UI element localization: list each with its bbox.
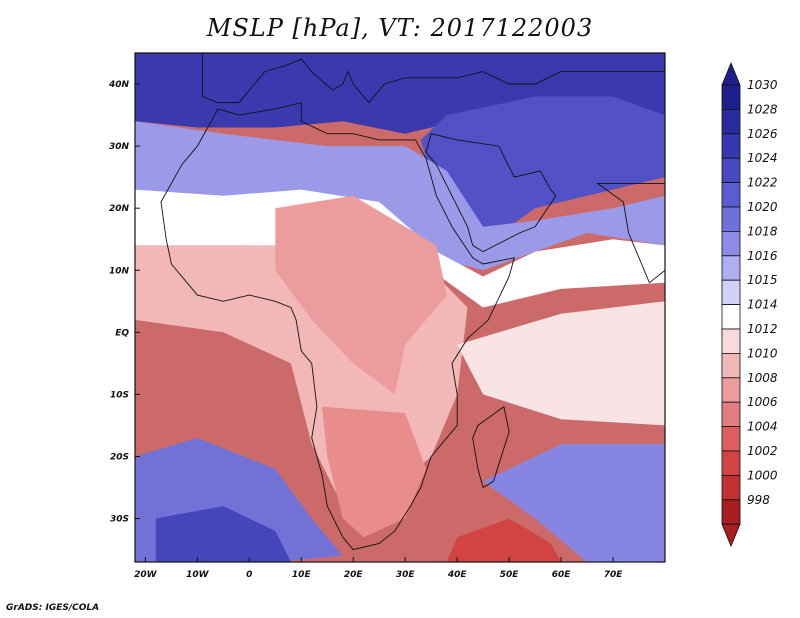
- colorbar-level-label: 1000: [747, 468, 778, 482]
- coastline-india: [596, 182, 665, 284]
- pressure-region-subtropical-belt: [135, 121, 665, 271]
- colorbar-swatch: [721, 133, 741, 159]
- map-frame: [134, 52, 666, 563]
- colorbar-swatch: [721, 206, 741, 232]
- colorbar-level-label: 1028: [747, 102, 778, 116]
- lat-tick-label: 40N: [108, 80, 130, 90]
- colorbar-swatch: [721, 352, 741, 379]
- lon-tick-label: 50E: [500, 570, 520, 580]
- colorbar-level-label: 1026: [747, 127, 778, 141]
- lon-tick-label: 70E: [604, 570, 624, 580]
- coastline-arabia: [425, 133, 557, 253]
- colorbar-level-label: 1010: [747, 346, 778, 360]
- longitude-axis: 20W 10W 0 10E 20E 30E 40E 50E 60E 70E: [134, 557, 623, 580]
- colorbar-swatch: [721, 84, 741, 110]
- lon-tick-label: 40E: [447, 570, 468, 580]
- pressure-field: [135, 53, 665, 562]
- lat-tick-label: 20S: [110, 452, 129, 462]
- colorbar-level-label: 1016: [747, 249, 778, 263]
- lon-tick-label: 10E: [292, 570, 312, 580]
- coastlines: [160, 53, 665, 551]
- colorbar: 1030 1028 1026 1024 1022 1020 1018 1016 1015 1014…: [721, 61, 778, 548]
- lon-tick-label: 10W: [186, 570, 210, 580]
- pressure-region-south-low: [446, 518, 562, 562]
- colorbar-swatch: [721, 401, 741, 428]
- colorbar-cap-top: [721, 61, 741, 86]
- colorbar-level-label: 1024: [747, 151, 778, 165]
- colorbar-swatch: [721, 230, 741, 257]
- colorbar-level-label: 1020: [747, 200, 778, 214]
- lat-tick-label: EQ: [115, 328, 129, 338]
- colorbar-level-label: 1006: [747, 395, 778, 409]
- colorbar-swatch: [721, 157, 741, 183]
- pressure-region-indian-high: [483, 444, 665, 562]
- pressure-region-med-high: [135, 53, 665, 134]
- coastline-iberia-europe: [202, 53, 665, 104]
- lon-tick-label: 20E: [344, 570, 364, 580]
- colorbar-swatch: [721, 328, 741, 354]
- colorbar-swatch: [721, 474, 741, 501]
- colorbar-swatch: [721, 255, 741, 281]
- lat-tick-label: 10S: [110, 390, 129, 400]
- colorbar-swatch: [721, 377, 741, 403]
- colorbar-swatch: [721, 304, 741, 330]
- colorbar-swatch: [721, 279, 741, 306]
- pressure-region-indian-ocean-neutral: [457, 301, 665, 426]
- colorbar-level-label: 1018: [747, 224, 778, 238]
- lon-tick-label: 20W: [134, 570, 158, 580]
- pressure-region-arabia-high: [420, 96, 665, 246]
- colorbar-level-label: 1008: [747, 371, 778, 385]
- lon-tick-label: 0: [246, 570, 252, 580]
- pressure-region-south-atlantic-core: [155, 506, 291, 562]
- colorbar-cap-bottom: [721, 523, 741, 548]
- colorbar-level-label: 1030: [747, 78, 778, 92]
- colorbar-level-label: 1014: [747, 298, 778, 312]
- colorbar-level-label: 1004: [747, 420, 778, 434]
- map-title: MSLP [hPa], VT: 2017122003: [206, 14, 594, 42]
- colorbar-swatch: [721, 499, 741, 525]
- colorbar-swatch: [721, 182, 741, 208]
- colorbar-level-label: 1002: [747, 444, 778, 458]
- colorbar-swatch: [721, 426, 741, 452]
- colorbar-level-label: 1015: [747, 273, 778, 287]
- pressure-region-southern-trough: [322, 406, 426, 538]
- colorbar-swatch: [721, 450, 741, 476]
- grads-credit: GrADS: IGES/COLA: [6, 603, 100, 613]
- colorbar-level-label: 1012: [747, 322, 778, 336]
- colorbar-level-label: 1022: [747, 176, 778, 190]
- pressure-region-central-africa-low: [275, 195, 447, 395]
- lat-tick-label: 30S: [110, 515, 129, 525]
- lon-tick-label: 60E: [552, 570, 572, 580]
- latitude-axis: 40N 30N 20N 10N EQ 10S 20S 30S: [108, 80, 140, 525]
- lat-tick-label: 30N: [109, 142, 130, 152]
- coastline-africa: [160, 102, 515, 551]
- colorbar-level-label: 998: [747, 493, 770, 507]
- coastline-madagascar: [472, 406, 510, 489]
- lat-tick-label: 10N: [109, 266, 130, 276]
- lat-tick-label: 20N: [109, 204, 130, 214]
- lon-tick-label: 30E: [396, 570, 416, 580]
- colorbar-swatch: [721, 109, 741, 135]
